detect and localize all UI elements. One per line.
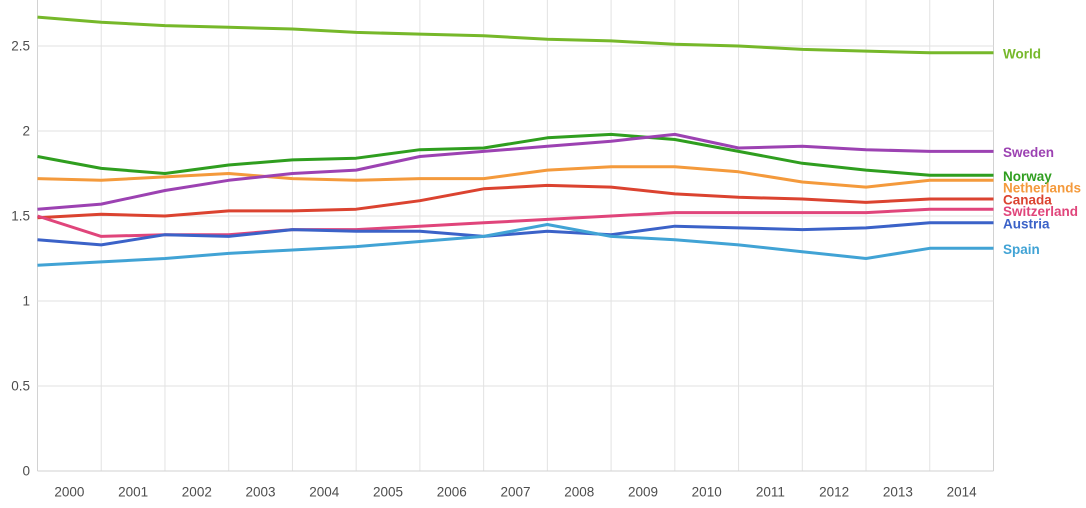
x-tick-label-2008: 2008: [564, 485, 594, 500]
series-line-world: [37, 15, 994, 55]
x-tick-label-2000: 2000: [54, 485, 84, 500]
series-line-austria: [37, 221, 994, 247]
series-line-sweden: [37, 132, 994, 211]
series-line-norway: [37, 132, 994, 177]
x-tick-label-2009: 2009: [628, 485, 658, 500]
x-tick-label-2014: 2014: [947, 485, 978, 500]
y-tick-label-2: 2: [22, 124, 30, 139]
x-tick-label-2010: 2010: [692, 485, 722, 500]
legend-label-austria: Austria: [1003, 217, 1050, 232]
legend-label-netherlands: Netherlands: [1003, 180, 1081, 195]
legend-label-switzerland: Switzerland: [1003, 204, 1078, 219]
x-tick-label-2001: 2001: [118, 485, 148, 500]
legend-label-canada: Canada: [1003, 193, 1052, 208]
x-tick-label-2012: 2012: [819, 485, 849, 500]
x-tick-label-2004: 2004: [309, 485, 340, 500]
series-line-netherlands: [37, 165, 994, 189]
series-line-canada: [37, 183, 994, 220]
x-tick-label-2002: 2002: [182, 485, 212, 500]
x-tick-label-2005: 2005: [373, 485, 403, 500]
x-tick-label-2006: 2006: [437, 485, 467, 500]
x-tick-label-2013: 2013: [883, 485, 913, 500]
y-tick-label-2.5: 2.5: [11, 39, 30, 54]
x-tick-label-2007: 2007: [500, 485, 530, 500]
y-tick-label-0.5: 0.5: [11, 379, 30, 394]
legend-label-sweden: Sweden: [1003, 145, 1054, 160]
x-tick-label-2003: 2003: [246, 485, 276, 500]
series-line-spain: [37, 223, 994, 267]
y-tick-label-1: 1: [22, 294, 30, 309]
x-tick-label-2011: 2011: [756, 485, 785, 500]
legend-label-spain: Spain: [1003, 242, 1040, 257]
legend-label-world: World: [1003, 47, 1041, 62]
y-tick-label-1.5: 1.5: [11, 209, 30, 224]
legend-label-norway: Norway: [1003, 169, 1052, 184]
y-tick-label-0: 0: [22, 464, 30, 479]
